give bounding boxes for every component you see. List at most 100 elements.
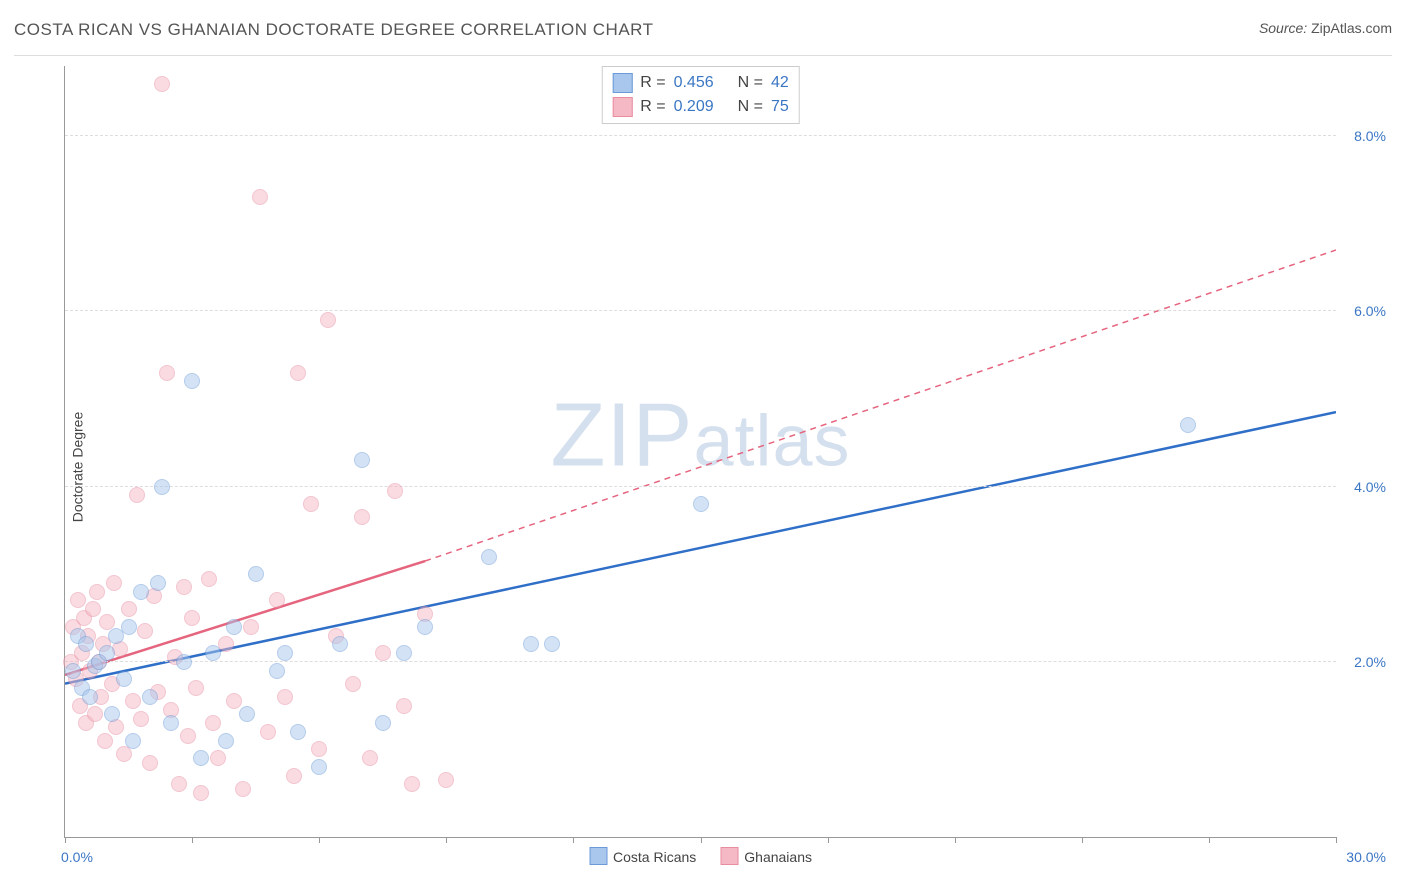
data-point-ghanaians [142, 755, 158, 771]
chart-area: Doctorate Degree ZIPatlas R = 0.456 N = … [14, 55, 1392, 878]
data-point-ghanaians [176, 579, 192, 595]
data-point-ghanaians [396, 698, 412, 714]
watermark: ZIPatlas [550, 385, 850, 488]
data-point-ghanaians [125, 693, 141, 709]
gridline [65, 310, 1336, 311]
x-tick [955, 837, 956, 843]
data-point-ghanaians [133, 711, 149, 727]
r-label: R = [640, 98, 665, 116]
data-point-ghanaians [252, 189, 268, 205]
gridline [65, 135, 1336, 136]
data-point-costa-ricans [239, 706, 255, 722]
data-point-costa-ricans [332, 636, 348, 652]
data-point-costa-ricans [218, 733, 234, 749]
data-point-costa-ricans [104, 706, 120, 722]
data-point-ghanaians [106, 575, 122, 591]
n-label: N = [738, 98, 763, 116]
data-point-ghanaians [210, 750, 226, 766]
gridline [65, 486, 1336, 487]
data-point-costa-ricans [121, 619, 137, 635]
data-point-ghanaians [290, 365, 306, 381]
r-value-ghanaians: 0.209 [674, 98, 714, 116]
data-point-ghanaians [235, 781, 251, 797]
correlation-legend: R = 0.456 N = 42 R = 0.209 N = 75 [601, 66, 800, 124]
data-point-costa-ricans [163, 715, 179, 731]
x-tick [319, 837, 320, 843]
data-point-costa-ricans [142, 689, 158, 705]
legend-item-ghanaians: Ghanaians [720, 847, 812, 865]
y-tick-label: 2.0% [1342, 654, 1386, 670]
n-label: N = [738, 74, 763, 92]
data-point-ghanaians [121, 601, 137, 617]
legend-row-ghanaians: R = 0.209 N = 75 [612, 95, 789, 119]
data-point-costa-ricans [125, 733, 141, 749]
data-point-costa-ricans [269, 663, 285, 679]
data-point-costa-ricans [78, 636, 94, 652]
data-point-ghanaians [387, 483, 403, 499]
data-point-ghanaians [277, 689, 293, 705]
data-point-costa-ricans [82, 689, 98, 705]
data-point-ghanaians [226, 693, 242, 709]
data-point-ghanaians [205, 715, 221, 731]
n-value-costa-ricans: 42 [771, 74, 789, 92]
data-point-ghanaians [85, 601, 101, 617]
data-point-ghanaians [154, 76, 170, 92]
gridline [65, 661, 1336, 662]
data-point-ghanaians [354, 509, 370, 525]
data-point-ghanaians [70, 592, 86, 608]
swatch-costa-ricans-icon [612, 73, 632, 93]
legend-item-costa-ricans: Costa Ricans [589, 847, 696, 865]
data-point-ghanaians [87, 706, 103, 722]
data-point-costa-ricans [693, 496, 709, 512]
x-tick [573, 837, 574, 843]
data-point-costa-ricans [375, 715, 391, 731]
plot-region: ZIPatlas R = 0.456 N = 42 R = 0.209 N = … [64, 66, 1336, 838]
data-point-ghanaians [193, 785, 209, 801]
data-point-costa-ricans [184, 373, 200, 389]
data-point-costa-ricans [193, 750, 209, 766]
data-point-costa-ricans [290, 724, 306, 740]
data-point-ghanaians [171, 776, 187, 792]
data-point-ghanaians [260, 724, 276, 740]
r-label: R = [640, 74, 665, 92]
y-tick-label: 8.0% [1342, 128, 1386, 144]
data-point-ghanaians [97, 733, 113, 749]
swatch-costa-ricans-icon [589, 847, 607, 865]
data-point-ghanaians [129, 487, 145, 503]
data-point-ghanaians [180, 728, 196, 744]
legend-row-costa-ricans: R = 0.456 N = 42 [612, 71, 789, 95]
data-point-costa-ricans [65, 663, 81, 679]
data-point-costa-ricans [133, 584, 149, 600]
n-value-ghanaians: 75 [771, 98, 789, 116]
data-point-ghanaians [286, 768, 302, 784]
x-tick [446, 837, 447, 843]
data-point-ghanaians [375, 645, 391, 661]
x-tick [65, 837, 66, 843]
data-point-ghanaians [188, 680, 204, 696]
watermark-pre: ZIP [550, 386, 693, 486]
data-point-costa-ricans [277, 645, 293, 661]
data-point-costa-ricans [417, 619, 433, 635]
x-axis-max-label: 30.0% [1346, 849, 1386, 865]
source-value: ZipAtlas.com [1311, 20, 1392, 36]
x-axis-min-label: 0.0% [61, 849, 93, 865]
x-tick [828, 837, 829, 843]
data-point-ghanaians [303, 496, 319, 512]
y-tick-label: 6.0% [1342, 303, 1386, 319]
y-tick-label: 4.0% [1342, 479, 1386, 495]
data-point-ghanaians [159, 365, 175, 381]
data-point-ghanaians [201, 571, 217, 587]
x-tick [192, 837, 193, 843]
data-point-costa-ricans [99, 645, 115, 661]
source-label: Source: [1259, 20, 1307, 36]
source-attribution: Source: ZipAtlas.com [1259, 20, 1392, 36]
data-point-costa-ricans [523, 636, 539, 652]
x-tick [1209, 837, 1210, 843]
data-point-ghanaians [320, 312, 336, 328]
data-point-costa-ricans [248, 566, 264, 582]
legend-label-ghanaians: Ghanaians [744, 849, 812, 865]
data-point-costa-ricans [354, 452, 370, 468]
r-value-costa-ricans: 0.456 [674, 74, 714, 92]
data-point-ghanaians [362, 750, 378, 766]
data-point-costa-ricans [481, 549, 497, 565]
